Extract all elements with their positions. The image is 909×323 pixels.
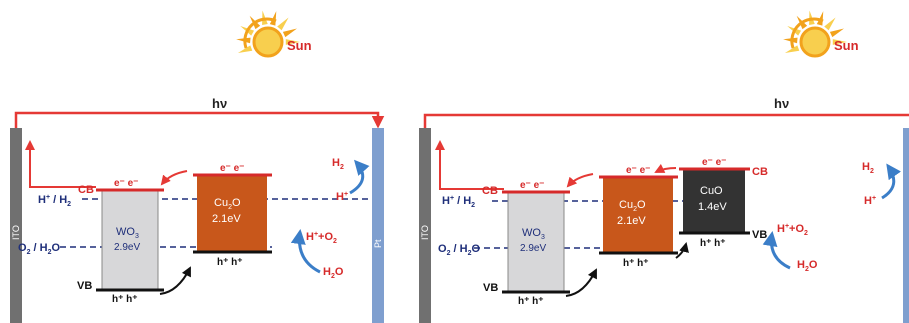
cu2o-gap: 2.1eV [212,213,241,225]
pt-electrode [372,128,384,323]
wo3-name: WO3 [116,226,139,240]
h-plus-o2-label: H++O2 [777,223,808,237]
sun-ray [783,37,798,44]
sun-ray [285,39,300,45]
hv-label: hν [774,96,789,111]
h2-label: H2 [332,157,344,171]
cu2o-electrons: e⁻ e⁻ [626,165,650,176]
ito-electrode [10,128,22,323]
right-panel: Sun hν ITO H+ / H2 CB O2 / H2O WO3 2.9eV… [419,10,909,323]
sun-ray [236,37,251,44]
h-plus-label: H+ [864,195,876,207]
oxidation-arrow [290,229,321,274]
sun-ray [277,17,289,31]
pt-electrode [903,128,909,323]
vb-label: VB [483,282,498,294]
cu2o-gap: 2.1eV [617,215,646,227]
vb-label: VB [77,280,92,292]
external-circuit-wire [14,111,385,129]
h-h2-label: H+ / H2 [442,195,475,209]
wo3-name: WO3 [522,227,545,241]
electron-path-to-ito [25,140,96,188]
hole-transfer-arrow [159,266,191,295]
h-h2-label: H+ / H2 [38,194,71,208]
wo3-electrons: e⁻ e⁻ [114,178,138,189]
cu2o-name: Cu2O [214,197,241,211]
wo3-band: WO3 2.9eV e⁻ e⁻ h⁺ h⁺ [96,178,164,305]
cb-label: CB [482,185,498,197]
cuo-name: CuO [700,185,723,197]
cb-label: CB [78,184,94,196]
sun-label: Sun [287,38,312,53]
wo3-electrons: e⁻ e⁻ [520,180,544,191]
sun-ray [824,17,836,31]
hv-label: hν [212,96,227,111]
oxidation-arrow [762,231,791,270]
cu2o-band: Cu2O 2.1eV e⁻ e⁻ h⁺ h⁺ [193,163,272,268]
sun-ray [832,39,847,45]
cu2o-holes: h⁺ h⁺ [623,258,649,269]
wo3-gap: 2.9eV [114,242,140,253]
h2-label: H2 [862,161,874,175]
sun-label: Sun [834,38,859,53]
electron-transfer-arrow [566,173,594,188]
ito-label: ITO [11,225,21,240]
h2o-label: H2O [323,266,344,280]
o2-h2o-label: O2 / H2O [18,242,61,256]
sun-ray [282,28,298,38]
hole-transfer-arrow-cuo [675,242,689,259]
sun-ray [784,45,800,53]
cuo-band: CuO 1.4eV e⁻ e⁻ h⁺ h⁺ [679,157,750,249]
sun-icon [783,10,847,58]
wo3-band: WO3 2.9eV e⁻ e⁻ h⁺ h⁺ [502,180,570,307]
ito-electrode [419,128,431,323]
reduction-arrow [881,163,902,200]
o2-h2o-label: O2 / H2O [438,243,481,257]
wo3-holes: h⁺ h⁺ [518,296,544,307]
sun-arc [243,17,277,49]
sun-icon [236,10,300,58]
cuo-vb-label: VB [752,229,767,241]
hole-transfer-arrow [565,268,597,297]
cuo-gap: 1.4eV [698,201,727,213]
cuo-holes: h⁺ h⁺ [700,238,726,249]
wo3-gap: 2.9eV [520,243,546,254]
reduction-arrow [349,159,370,195]
external-circuit-wire [423,113,909,128]
h2o-label: H2O [797,259,818,273]
cuo-electrons: e⁻ e⁻ [702,157,726,168]
h-plus-o2-label: H++O2 [306,231,337,245]
cu2o-holes: h⁺ h⁺ [217,257,243,268]
electron-path-to-ito [435,140,504,190]
wo3-holes: h⁺ h⁺ [112,294,138,305]
ito-label: ITO [420,225,430,240]
sun-ray [237,45,253,53]
cuo-cb-label: CB [752,166,768,178]
electron-transfer-arrow [160,170,188,186]
pt-label: Pt [373,239,383,248]
left-panel: Sun hν ITO Pt H+ / H2 CB O2 / H2O WO3 2.… [10,10,385,323]
sun-ray [829,28,845,38]
cu2o-band: Cu2O 2.1eV e⁻ e⁻ h⁺ h⁺ [599,165,678,269]
electron-transfer-arrow-cuo [654,163,677,173]
cu2o-electrons: e⁻ e⁻ [220,163,244,174]
h-plus-label: H+ [336,191,348,203]
cu2o-name: Cu2O [619,199,646,213]
sun-arc [790,17,824,49]
